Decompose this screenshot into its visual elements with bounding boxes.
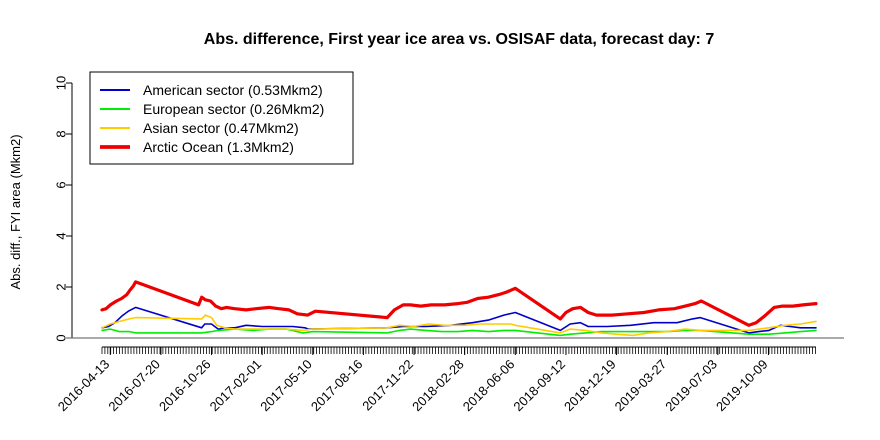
y-tick-label: 0 [54,334,69,341]
x-tick-label: 2016-10-26 [156,357,214,415]
x-axis: 2016-04-132016-07-202016-10-262017-02-01… [55,346,816,415]
legend-label-1: American sector (0.53Mkm2) [143,82,323,98]
y-tick-label: 6 [54,181,69,188]
y-axis: 0 2 4 6 8 10 [54,76,73,342]
x-tick-label: 2018-02-28 [409,357,467,415]
x-tick-label: 2017-08-16 [308,357,366,415]
legend-label-2: European sector (0.26Mkm2) [143,101,324,117]
x-tick-label: 2019-10-09 [713,357,771,415]
x-tick-label: 2017-05-10 [257,357,315,415]
x-tick-label: 2017-11-22 [359,357,416,414]
legend-label-3: Asian sector (0.47Mkm2) [143,120,299,136]
x-minor-ticks [101,347,816,354]
y-tick-label: 4 [54,232,69,239]
series-line-4 [100,280,818,327]
x-tick-label: 2019-03-27 [612,357,670,415]
legend-label-4: Arctic Ocean (1.3Mkm2) [143,139,294,155]
x-tick-label: 2018-09-12 [510,357,568,415]
x-tick-label: 2016-04-13 [55,357,113,415]
series-line-3 [101,314,817,337]
series-line-1 [101,306,817,334]
x-tick-label: 2018-06-06 [460,357,518,415]
series-group [100,280,818,337]
series-line-2 [101,328,817,337]
y-tick-label: 10 [54,76,69,90]
x-tick-label: 2018-12-19 [561,357,619,415]
x-tick-label: 2016-07-20 [105,357,163,415]
legend-box [89,71,354,165]
legend: American sector (0.53Mkm2) European secto… [89,71,354,165]
y-tick-label: 2 [54,283,69,290]
x-tick-label: 2019-07-03 [662,357,720,415]
y-tick-label: 8 [54,130,69,137]
chart-title: Abs. difference, First year ice area vs.… [204,31,715,48]
y-axis-label: Abs. diff., FYI area (Mkm2) [8,134,23,289]
x-tick-label: 2017-02-01 [207,357,265,415]
